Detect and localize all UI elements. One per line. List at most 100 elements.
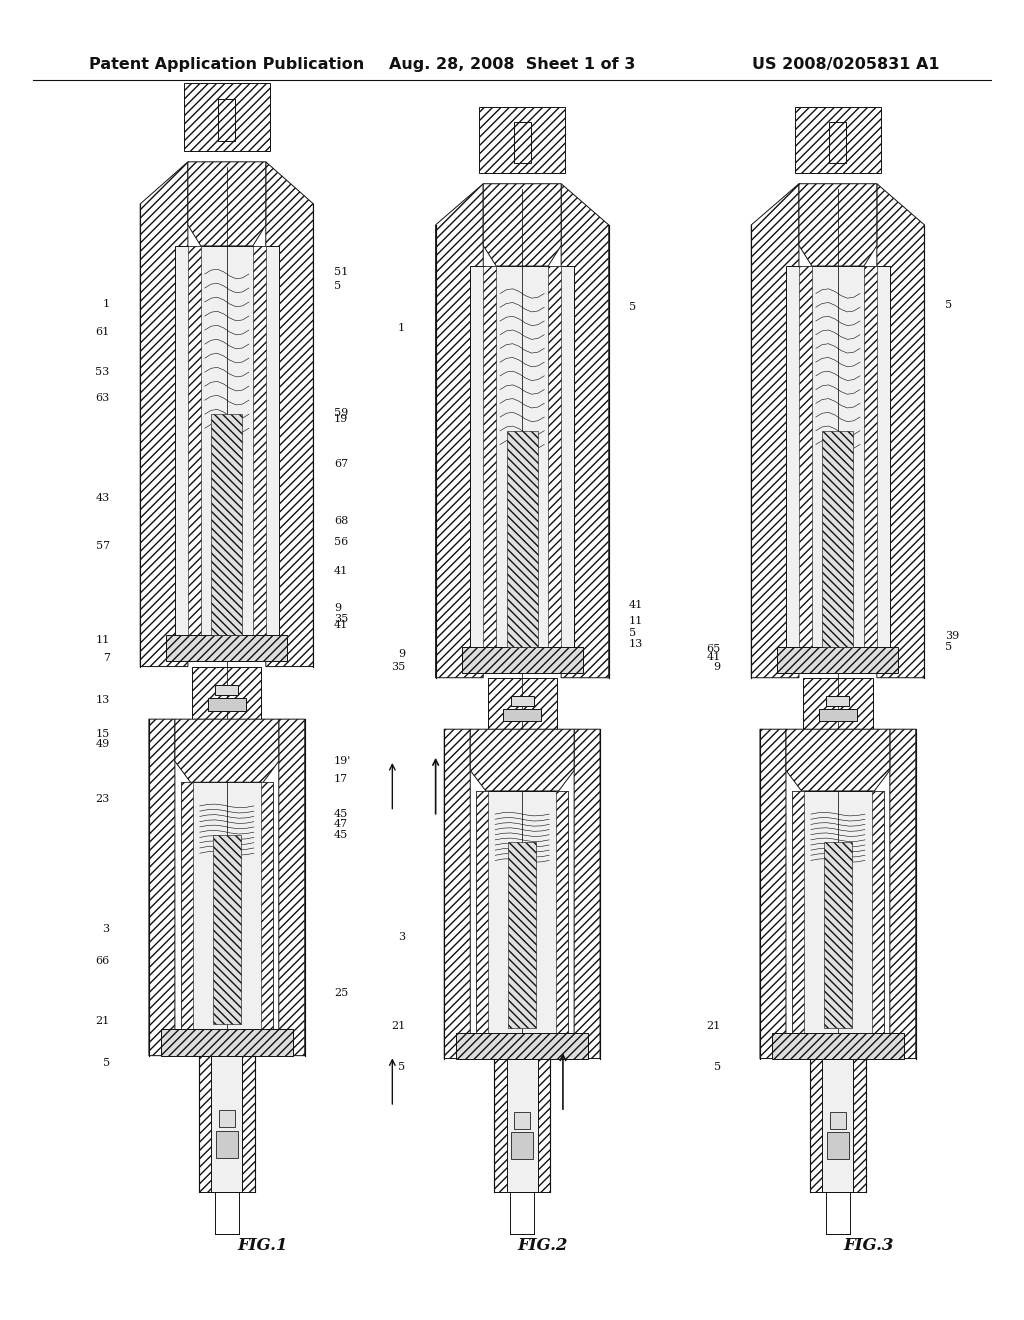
Text: 61: 61 [95,327,110,337]
Bar [175,246,279,645]
Bar [208,698,246,711]
Text: 9: 9 [714,663,721,672]
Polygon shape [877,183,925,677]
Bar [819,709,857,722]
Bar [476,791,488,1038]
Bar [822,1059,853,1192]
Text: US 2008/0205831 A1: US 2008/0205831 A1 [753,57,940,73]
Bar [871,791,884,1038]
Polygon shape [561,183,608,677]
Bar [476,791,568,1038]
Text: 21: 21 [391,1020,406,1031]
Bar [511,696,534,706]
Polygon shape [266,162,313,667]
Text: 45: 45 [334,830,348,840]
Polygon shape [483,183,561,267]
Text: 59: 59 [334,408,348,418]
Bar [803,677,872,729]
Bar [479,107,565,173]
Polygon shape [786,729,890,791]
Text: FIG.2: FIG.2 [517,1237,567,1254]
Bar [548,267,561,657]
Polygon shape [444,729,470,1059]
Text: 1: 1 [398,323,406,333]
Polygon shape [890,729,915,1059]
Bar [829,121,847,164]
Bar [161,1030,293,1056]
Bar [487,677,557,729]
Text: 5: 5 [714,1061,721,1072]
Bar [830,1111,846,1129]
Text: 68: 68 [334,516,348,527]
Polygon shape [799,183,877,267]
Bar [824,842,852,1028]
Bar [777,647,898,673]
Text: 3: 3 [398,932,406,942]
Bar [556,791,568,1038]
Text: 49: 49 [95,739,110,750]
Text: 65: 65 [707,644,721,653]
Text: 5: 5 [629,628,636,639]
Bar [514,1111,530,1129]
Text: FIG.1: FIG.1 [238,1237,288,1254]
Bar [199,1056,255,1192]
Text: 15: 15 [95,729,110,739]
Bar [166,635,288,661]
Text: 41: 41 [334,566,348,576]
Bar [181,783,194,1035]
Text: 57: 57 [95,541,110,550]
Bar [456,1032,589,1059]
Text: 7: 7 [102,653,110,663]
Bar [810,1059,865,1192]
Text: 47: 47 [334,820,348,829]
Bar [193,667,261,719]
Bar [211,1056,243,1192]
Text: 13: 13 [629,639,643,649]
Bar [216,1131,238,1158]
Text: 23: 23 [95,795,110,804]
Text: 43: 43 [95,494,110,503]
Bar [213,834,241,1024]
Text: 56: 56 [334,537,348,548]
Text: 21: 21 [95,1016,110,1026]
Text: 21: 21 [707,1020,721,1031]
Bar [786,267,890,657]
Bar [795,107,882,173]
Bar [822,430,853,647]
Text: 5: 5 [945,642,952,652]
Text: 5: 5 [629,302,636,313]
Text: 41: 41 [707,652,721,663]
Text: 17: 17 [334,774,348,784]
Polygon shape [760,729,786,1059]
Bar [211,414,243,635]
Text: 67: 67 [334,458,348,469]
Text: 51: 51 [334,267,348,277]
Text: 53: 53 [95,367,110,378]
Text: 11: 11 [629,616,643,626]
Bar [183,83,270,152]
Text: FIG.3: FIG.3 [843,1237,894,1254]
Text: 19: 19 [334,414,348,425]
Bar [215,685,239,696]
Text: 45: 45 [334,809,348,818]
Bar [793,791,884,1038]
Polygon shape [140,162,187,667]
Text: 5: 5 [102,1059,110,1068]
Bar [772,1032,904,1059]
Bar [495,1059,550,1192]
Text: 13: 13 [95,696,110,705]
Bar [503,709,542,722]
Bar [219,1110,234,1127]
Text: 1: 1 [102,298,110,309]
Text: 11: 11 [95,635,110,645]
Bar [799,267,812,657]
Polygon shape [148,719,175,1056]
Bar [483,267,497,657]
Text: 41: 41 [629,599,643,610]
Text: Aug. 28, 2008  Sheet 1 of 3: Aug. 28, 2008 Sheet 1 of 3 [389,57,635,73]
Polygon shape [574,729,600,1059]
Text: 25: 25 [334,987,348,998]
Bar [462,647,583,673]
Bar [187,246,201,645]
Text: 5: 5 [945,300,952,310]
